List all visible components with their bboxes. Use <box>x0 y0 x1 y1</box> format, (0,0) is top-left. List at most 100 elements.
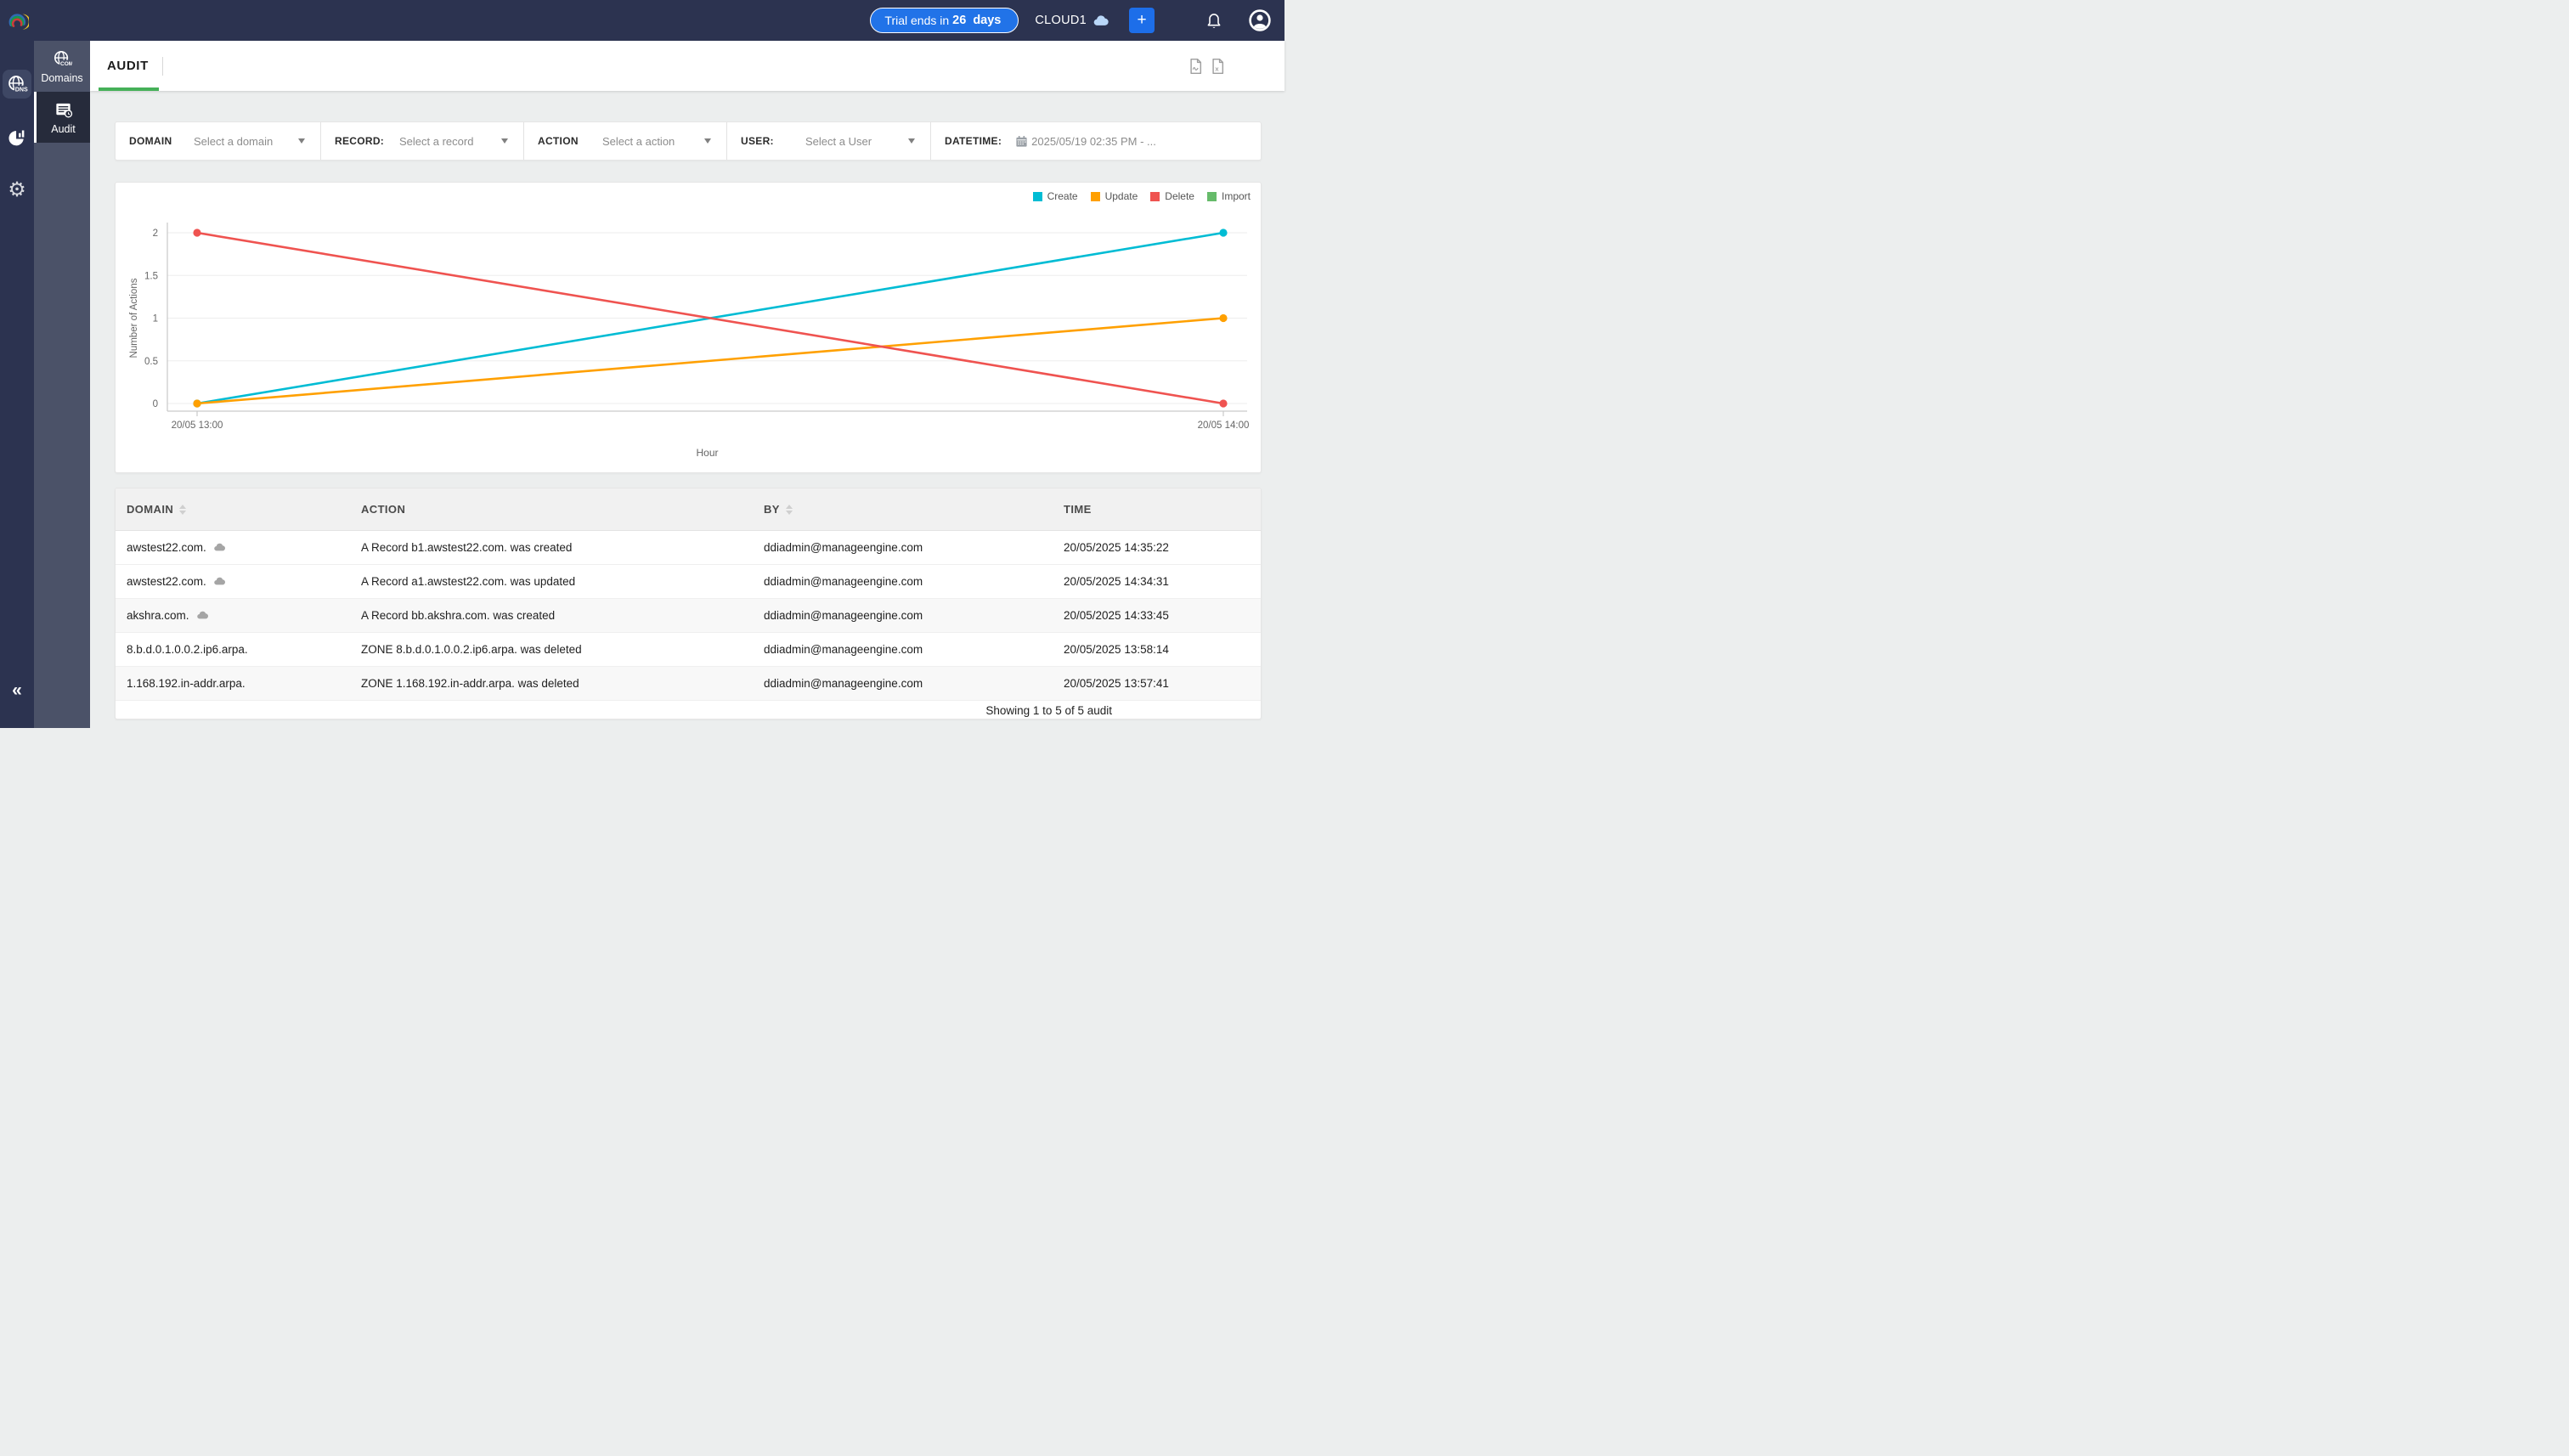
table-row[interactable]: 1.168.192.in-addr.arpa. ZONE 1.168.192.i… <box>116 667 1261 701</box>
rail-item-settings[interactable]: ⚙ <box>3 175 31 204</box>
legend-swatch <box>1090 191 1100 201</box>
cell-action: ZONE 8.b.d.0.1.0.0.2.ip6.arpa. was delet… <box>361 643 582 656</box>
svg-text:0.5: 0.5 <box>144 357 158 367</box>
filter-label: RECORD: <box>335 135 385 147</box>
chevron-down-icon[interactable] <box>298 138 305 144</box>
cell-domain: 8.b.d.0.1.0.0.2.ip6.arpa. <box>127 643 248 656</box>
table-body: awstest22.com. A Record b1.awstest22.com… <box>116 531 1261 701</box>
cell-action: A Record b1.awstest22.com. was created <box>361 541 573 554</box>
column-header-by[interactable]: BY <box>753 503 1053 516</box>
column-header-action[interactable]: ACTION <box>361 503 406 516</box>
calendar-icon[interactable] <box>1015 135 1028 148</box>
sort-icon[interactable] <box>785 504 793 515</box>
notifications-bell-icon[interactable] <box>1205 11 1222 30</box>
column-header-domain[interactable]: DOMAIN <box>116 503 350 516</box>
legend-item-update[interactable]: Update <box>1090 190 1138 202</box>
cell-domain: awstest22.com. <box>116 541 350 554</box>
user-avatar[interactable] <box>1249 9 1271 31</box>
gear-icon: ⚙ <box>8 178 26 201</box>
user-select[interactable]: Select a User <box>805 134 872 148</box>
filter-domain: DOMAIN Select a domain <box>116 122 320 160</box>
chevron-down-icon[interactable] <box>501 138 508 144</box>
filter-bar: DOMAIN Select a domain RECORD: Select a … <box>115 121 1262 161</box>
cell-domain: awstest22.com. <box>116 575 350 588</box>
svg-text:Hour: Hour <box>696 447 718 459</box>
cloud-icon <box>196 610 209 620</box>
legend-item-delete[interactable]: Delete <box>1150 190 1194 202</box>
cell-time: 20/05/2025 14:34:31 <box>1064 575 1169 588</box>
cell-time: 20/05/2025 14:33:45 <box>1064 609 1169 622</box>
audit-activity-chart: Create Update Delete Import 0 0.5 1 1.5 2 20/05 … <box>115 182 1262 473</box>
legend-item-create[interactable]: Create <box>1032 190 1078 202</box>
globe-dns-icon: DNS <box>8 75 28 93</box>
svg-text:20/05 13:00: 20/05 13:00 <box>172 420 223 431</box>
svg-text:2: 2 <box>153 229 158 239</box>
sort-icon[interactable] <box>179 504 187 515</box>
legend-swatch <box>1032 191 1042 201</box>
filter-label: DOMAIN <box>129 135 172 147</box>
top-navbar: Trial ends in 26 days CLOUD1 + <box>0 0 1284 41</box>
svg-text:1: 1 <box>153 314 158 324</box>
audit-table: DOMAIN ACTION BY TIME awstest22.com. A R… <box>115 488 1262 720</box>
trial-banner-button[interactable]: Trial ends in 26 days <box>870 8 1019 33</box>
legend-item-import[interactable]: Import <box>1206 190 1251 202</box>
audit-list-icon <box>56 103 73 118</box>
datetime-range-input[interactable]: 2025/05/19 02:35 PM - ... <box>1031 134 1156 148</box>
rail-item-analytics[interactable] <box>3 123 31 152</box>
filter-action: ACTION Select a action <box>523 122 726 160</box>
chevron-down-icon[interactable] <box>704 138 711 144</box>
sidebar-item-audit[interactable]: Audit <box>34 92 90 143</box>
org-cloud-icon <box>1093 14 1109 27</box>
column-header-time[interactable]: TIME <box>1064 503 1092 516</box>
cell-time: 20/05/2025 14:35:22 <box>1064 541 1169 554</box>
filter-label: DATETIME: <box>945 135 1002 147</box>
line-chart[interactable]: 0 0.5 1 1.5 2 20/05 13:00 20/05 14:00 Number of… <box>116 183 1261 463</box>
table-footer-summary: Showing 1 to 5 of 5 audit <box>985 703 1112 717</box>
svg-text:0: 0 <box>153 399 158 409</box>
legend-swatch <box>1150 191 1160 201</box>
sidebar-item-label: Audit <box>51 122 76 135</box>
cell-by: ddiadmin@manageengine.com <box>764 643 923 656</box>
cloud-icon <box>213 542 226 552</box>
filter-record: RECORD: Select a record <box>320 122 523 160</box>
export-pdf-icon[interactable] <box>1189 58 1203 75</box>
chart-legend: Create Update Delete Import <box>1032 190 1251 202</box>
filter-user: USER: Select a User <box>726 122 930 160</box>
sidebar-item-label: Domains <box>41 71 83 84</box>
sidebar-item-domains[interactable]: COM Domains <box>34 41 90 92</box>
analytics-pie-icon <box>8 129 24 145</box>
org-name[interactable]: CLOUD1 <box>1035 14 1087 27</box>
svg-text:1.5: 1.5 <box>144 271 158 281</box>
sidebar: COM Domains Audit <box>34 41 90 728</box>
record-select[interactable]: Select a record <box>399 134 474 148</box>
table-row[interactable]: 8.b.d.0.1.0.0.2.ip6.arpa. ZONE 8.b.d.0.1… <box>116 633 1261 667</box>
filter-label: ACTION <box>538 135 579 147</box>
trial-prefix: Trial ends in <box>884 14 950 27</box>
cell-domain: akshra.com. <box>116 609 350 622</box>
rail-item-dns[interactable]: DNS <box>3 70 31 99</box>
cell-time: 20/05/2025 13:57:41 <box>1064 677 1169 690</box>
tab-separator <box>161 56 163 76</box>
collapse-sidebar-button[interactable]: « <box>12 680 22 700</box>
svg-text:DNS: DNS <box>14 86 27 93</box>
table-header-row: DOMAIN ACTION BY TIME <box>116 488 1261 531</box>
table-row[interactable]: akshra.com. A Record bb.akshra.com. was … <box>116 599 1261 633</box>
cell-by: ddiadmin@manageengine.com <box>764 575 923 588</box>
export-excel-icon[interactable]: x <box>1211 58 1225 75</box>
table-row[interactable]: awstest22.com. A Record a1.awstest22.com… <box>116 565 1261 599</box>
svg-text:Number of Actions: Number of Actions <box>129 278 139 358</box>
cloud-icon <box>213 576 226 586</box>
clouddns-logo-icon <box>8 13 29 30</box>
cell-action: A Record a1.awstest22.com. was updated <box>361 575 576 588</box>
app-logo[interactable] <box>0 0 34 41</box>
cell-by: ddiadmin@manageengine.com <box>764 609 923 622</box>
cell-by: ddiadmin@manageengine.com <box>764 541 923 554</box>
svg-text:20/05 14:00: 20/05 14:00 <box>1198 420 1250 431</box>
chevron-down-icon[interactable] <box>908 138 915 144</box>
table-row[interactable]: awstest22.com. A Record b1.awstest22.com… <box>116 531 1261 565</box>
domain-select[interactable]: Select a domain <box>194 134 274 148</box>
action-select[interactable]: Select a action <box>602 134 675 148</box>
tab-audit[interactable]: AUDIT <box>99 41 159 91</box>
add-button[interactable]: + <box>1129 8 1155 33</box>
cell-action: ZONE 1.168.192.in-addr.arpa. was deleted <box>361 677 579 690</box>
